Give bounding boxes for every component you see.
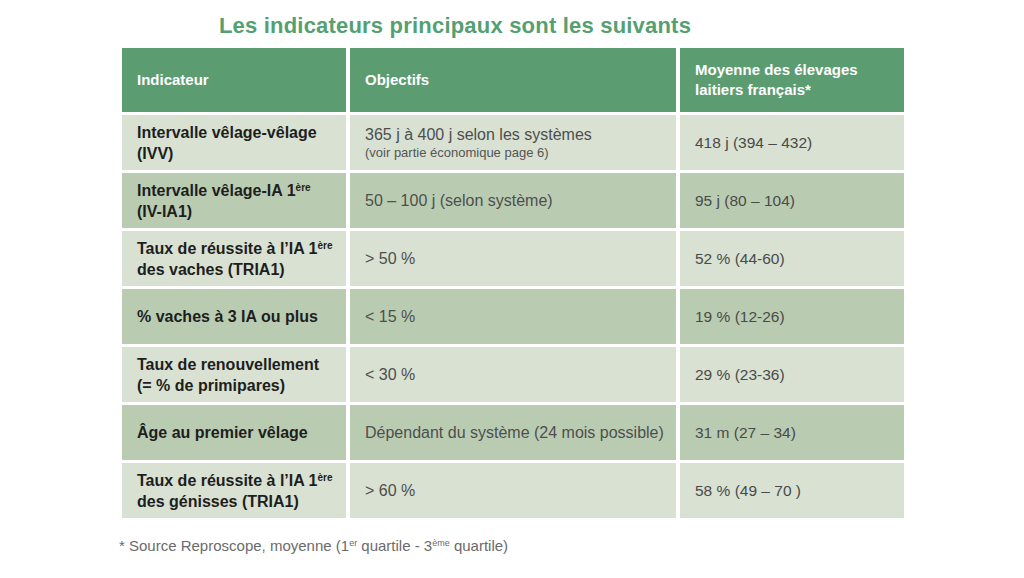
page: Les indicateurs principaux sont les suiv…: [0, 0, 1024, 578]
indicator-line1: Taux de renouvellement: [137, 354, 336, 375]
table-row: Taux de renouvellement (= % de primipare…: [122, 347, 904, 405]
cell-indicator: Intervalle vêlage-vêlage (IVV): [122, 115, 350, 173]
objective-text: < 15 %: [365, 307, 666, 327]
page-title: Les indicateurs principaux sont les suiv…: [0, 13, 910, 39]
cell-average: 31 m (27 – 34): [680, 405, 904, 463]
table-row: Intervalle vêlage-vêlage (IVV) 365 j à 4…: [122, 115, 904, 173]
cell-average: 418 j (394 – 432): [680, 115, 904, 173]
indicators-table: Indicateur Objectifs Moyenne des élevage…: [122, 48, 904, 521]
indicator-line1: Âge au premier vêlage: [137, 422, 336, 443]
indicator-line1: Intervalle vêlage-IA 1ère: [137, 180, 336, 201]
cell-indicator: Taux de renouvellement (= % de primipare…: [122, 347, 350, 405]
cell-indicator: % vaches à 3 IA ou plus: [122, 289, 350, 347]
cell-average: 58 % (49 – 70 ): [680, 463, 904, 521]
cell-objective: Dépendant du système (24 mois possible): [350, 405, 680, 463]
objective-text: Dépendant du système (24 mois possible): [365, 423, 666, 443]
table-row: Taux de réussite à l’IA 1ère des génisse…: [122, 463, 904, 521]
cell-objective: > 50 %: [350, 231, 680, 289]
indicator-line2: (= % de primipares): [137, 375, 336, 396]
cell-objective: < 30 %: [350, 347, 680, 405]
objective-text: < 30 %: [365, 365, 666, 385]
table-row: Intervalle vêlage-IA 1ère (IV-IA1) 50 – …: [122, 173, 904, 231]
objective-text: 50 – 100 j (selon système): [365, 191, 666, 211]
cell-objective: > 60 %: [350, 463, 680, 521]
indicator-line2: des vaches (TRIA1): [137, 259, 336, 280]
cell-indicator: Taux de réussite à l’IA 1ère des vaches …: [122, 231, 350, 289]
column-header-objectifs: Objectifs: [350, 48, 680, 115]
table-row: Âge au premier vêlage Dépendant du systè…: [122, 405, 904, 463]
cell-average: 19 % (12-26): [680, 289, 904, 347]
indicator-line1: Intervalle vêlage-vêlage: [137, 122, 336, 143]
indicator-line1: % vaches à 3 IA ou plus: [137, 306, 336, 327]
indicator-line2: des génisses (TRIA1): [137, 491, 336, 512]
cell-indicator: Taux de réussite à l’IA 1ère des génisse…: [122, 463, 350, 521]
cell-indicator: Intervalle vêlage-IA 1ère (IV-IA1): [122, 173, 350, 231]
cell-indicator: Âge au premier vêlage: [122, 405, 350, 463]
table-header-row: Indicateur Objectifs Moyenne des élevage…: [122, 48, 904, 115]
cell-average: 52 % (44-60): [680, 231, 904, 289]
indicator-line1: Taux de réussite à l’IA 1ère: [137, 238, 336, 259]
cell-objective: < 15 %: [350, 289, 680, 347]
indicator-line2: (IV-IA1): [137, 201, 336, 222]
source-footnote: * Source Reproscope, moyenne (1er quarti…: [119, 537, 508, 554]
objective-text: > 60 %: [365, 481, 666, 501]
indicator-line2: (IVV): [137, 143, 336, 164]
table-row: % vaches à 3 IA ou plus < 15 % 19 % (12-…: [122, 289, 904, 347]
cell-average: 95 j (80 – 104): [680, 173, 904, 231]
objective-text: 365 j à 400 j selon les systèmes: [365, 125, 666, 145]
cell-average: 29 % (23-36): [680, 347, 904, 405]
objective-text: > 50 %: [365, 249, 666, 269]
indicator-line1: Taux de réussite à l’IA 1ère: [137, 470, 336, 491]
column-header-moyenne: Moyenne des élevages laitiers français*: [680, 48, 904, 115]
cell-objective: 365 j à 400 j selon les systèmes (voir p…: [350, 115, 680, 173]
column-header-indicateur: Indicateur: [122, 48, 350, 115]
cell-objective: 50 – 100 j (selon système): [350, 173, 680, 231]
objective-note: (voir partie économique page 6): [365, 145, 666, 161]
table-row: Taux de réussite à l’IA 1ère des vaches …: [122, 231, 904, 289]
